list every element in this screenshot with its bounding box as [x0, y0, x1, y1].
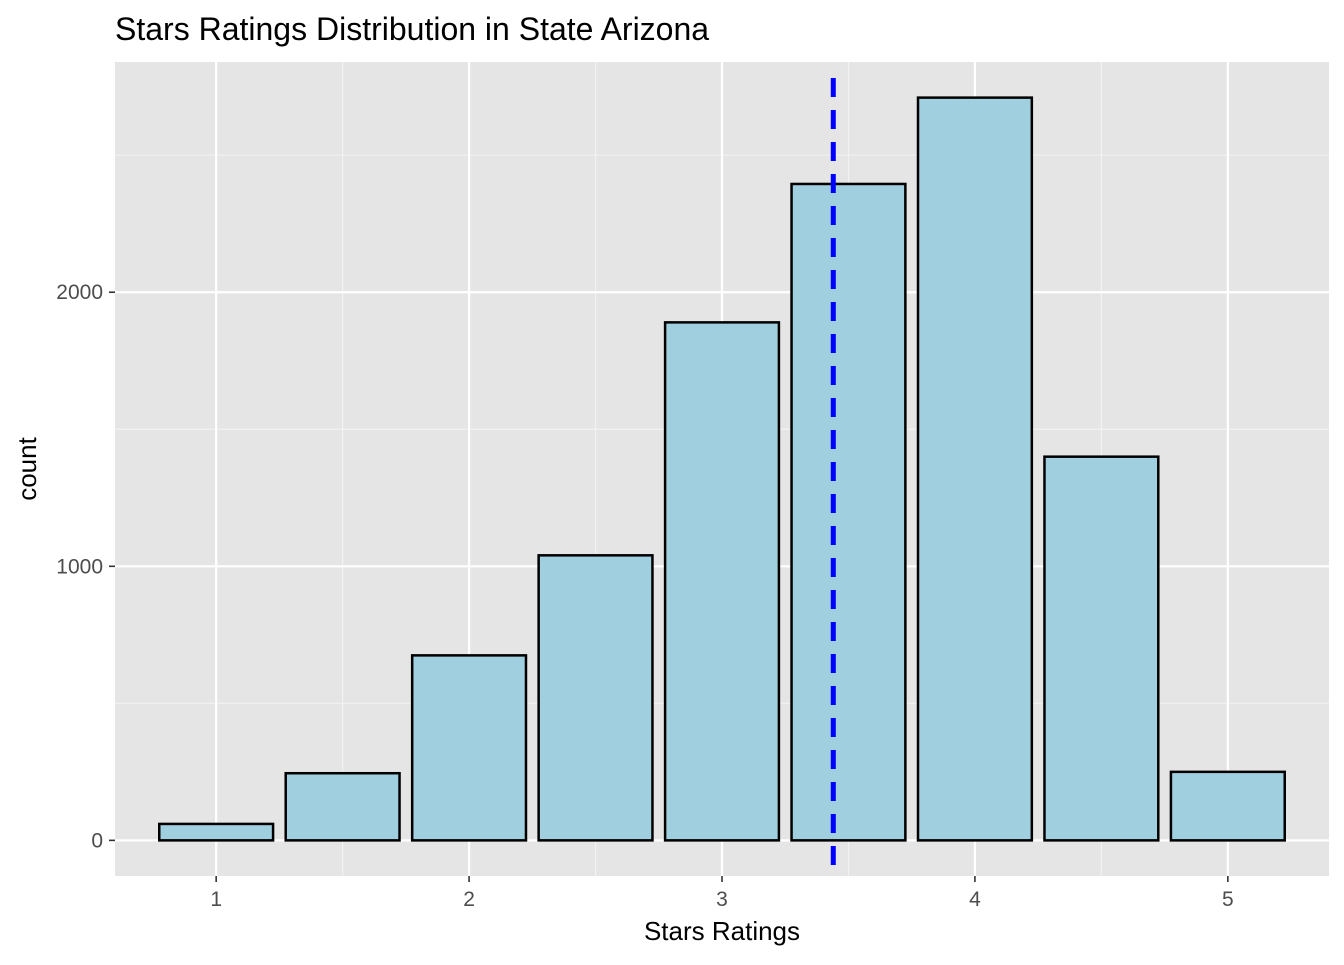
y-tick-label: 2000 — [56, 281, 103, 304]
bar — [159, 824, 273, 840]
bar — [1171, 772, 1285, 841]
x-tick-label: 3 — [716, 888, 728, 911]
bar — [412, 655, 526, 840]
y-tick-label: 1000 — [56, 555, 103, 578]
bar — [539, 555, 653, 840]
y-tick-label: 0 — [91, 829, 103, 852]
x-axis-title: Stars Ratings — [644, 916, 800, 946]
x-tick-label: 4 — [969, 888, 981, 911]
x-tick-label: 2 — [463, 888, 475, 911]
y-axis-title: count — [12, 436, 42, 500]
bar — [792, 184, 906, 840]
x-tick-label: 1 — [210, 888, 222, 911]
bar — [665, 322, 779, 840]
bar — [1044, 457, 1158, 841]
chart-title: Stars Ratings Distribution in State Ariz… — [115, 11, 709, 47]
bar — [918, 98, 1032, 841]
x-tick-label: 5 — [1222, 888, 1234, 911]
bar — [286, 773, 400, 840]
